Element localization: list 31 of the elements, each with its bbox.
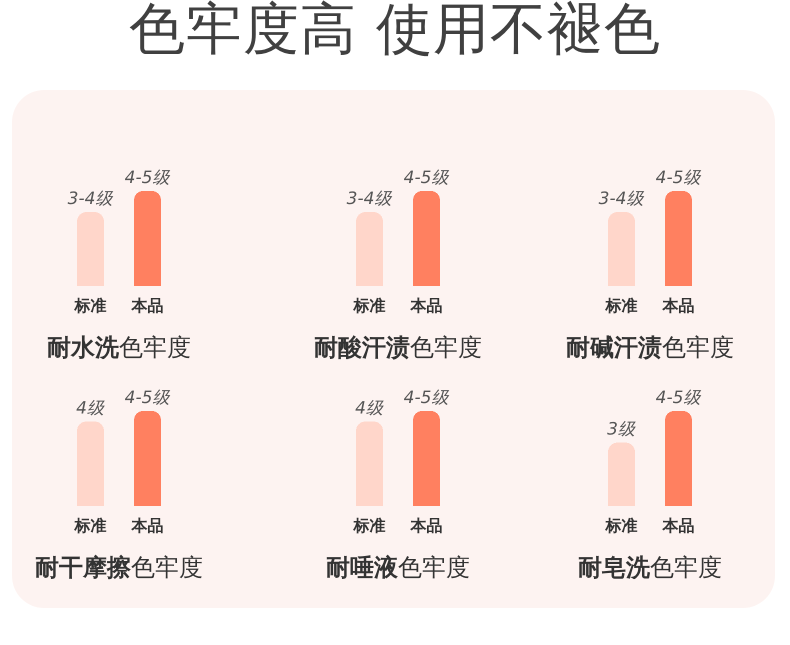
x-tick-label: 标准	[352, 516, 386, 535]
x-tick-label: 标准	[604, 296, 638, 315]
data-label: 4级	[76, 398, 104, 419]
data-label: 3-4级	[346, 189, 392, 210]
x-axis-title: 耐唾液色牢度	[326, 553, 470, 582]
x-tick-label: 本品	[130, 296, 163, 315]
text: 色牢度高 使用不褪色	[128, 0, 662, 62]
x-tick-label: 本品	[662, 296, 694, 315]
x-axis-title: 耐皂洗色牢度	[578, 553, 722, 582]
x-tick-label: 标准	[604, 516, 638, 535]
x-axis-title: 耐酸汗渍色牢度	[314, 333, 482, 362]
data-label: 4-5级	[404, 388, 450, 408]
data-label: 4-5级	[124, 388, 170, 408]
data-label: 4-5级	[124, 168, 170, 188]
x-tick-label: 本品	[410, 296, 442, 315]
data-label: 4-5级	[404, 168, 450, 188]
data-label: 3级	[607, 420, 636, 440]
x-axis-title: 耐水洗色牢度	[46, 333, 190, 362]
data-label: 4-5级	[656, 168, 702, 188]
x-axis-title: 耐干摩擦色牢度	[34, 553, 202, 582]
x-tick-label: 标准	[73, 516, 106, 535]
x-tick-label: 标准	[73, 296, 106, 315]
data-label: 3-4级	[598, 189, 644, 210]
data-label: 4-5级	[656, 388, 702, 408]
x-tick-label: 本品	[662, 516, 694, 535]
x-tick-label: 本品	[410, 516, 442, 535]
x-tick-label: 本品	[130, 516, 163, 535]
x-axis-title: 耐碱汗渍色牢度	[566, 333, 734, 362]
data-label: 4级	[355, 398, 384, 419]
x-tick-label: 标准	[352, 296, 386, 315]
data-label: 3-4级	[67, 189, 113, 210]
